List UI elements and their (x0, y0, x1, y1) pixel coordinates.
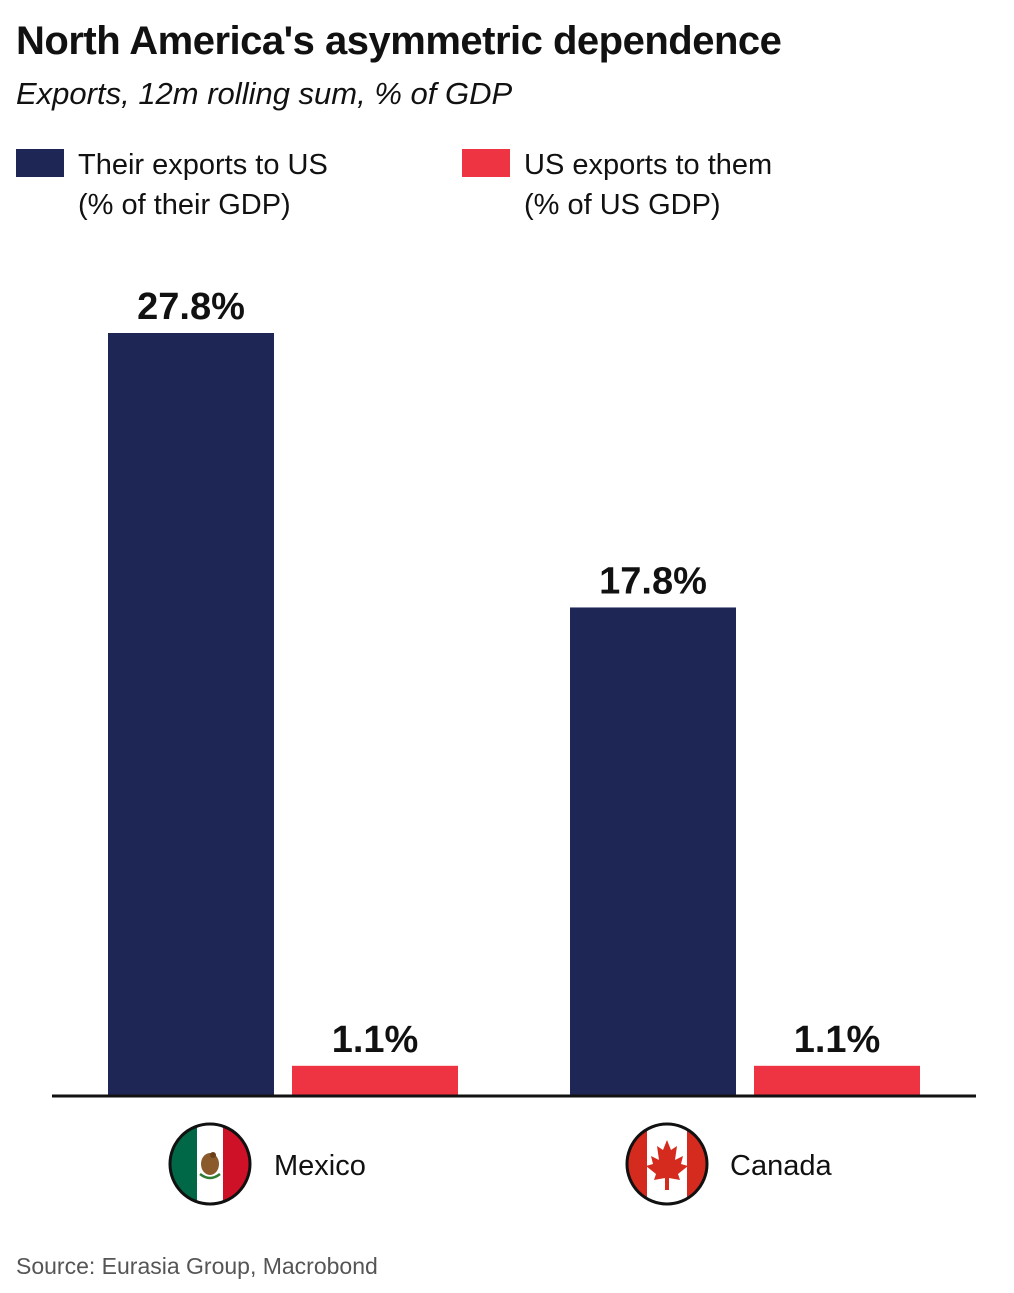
canada-flag-icon (625, 1122, 709, 1206)
category-label-mexico: Mexico (274, 1150, 366, 1182)
data-label-their-exports-canada: 17.8% (599, 560, 707, 602)
bar-their-exports-canada (570, 607, 736, 1096)
legend-swatch-navy (16, 149, 64, 177)
data-label-their-exports-mexico: 27.8% (137, 286, 245, 328)
chart-title: North America's asymmetric dependence (16, 19, 782, 63)
bar-us-exports-canada (754, 1065, 920, 1096)
legend-swatch-red (462, 149, 510, 177)
category-label-canada: Canada (730, 1150, 832, 1182)
chart-subtitle: Exports, 12m rolling sum, % of GDP (16, 76, 513, 111)
data-label-us-exports-canada: 1.1% (794, 1019, 881, 1061)
source-note: Source: Eurasia Group, Macrobond (16, 1253, 378, 1279)
bar-us-exports-mexico (292, 1065, 458, 1096)
data-label-us-exports-mexico: 1.1% (332, 1019, 419, 1061)
mexico-flag-icon (168, 1122, 252, 1206)
legend-label-us-exports: US exports to them (% of US GDP) (524, 149, 773, 221)
bar-their-exports-mexico (108, 333, 274, 1096)
legend-label-their-exports: Their exports to US (% of their GDP) (78, 149, 328, 221)
